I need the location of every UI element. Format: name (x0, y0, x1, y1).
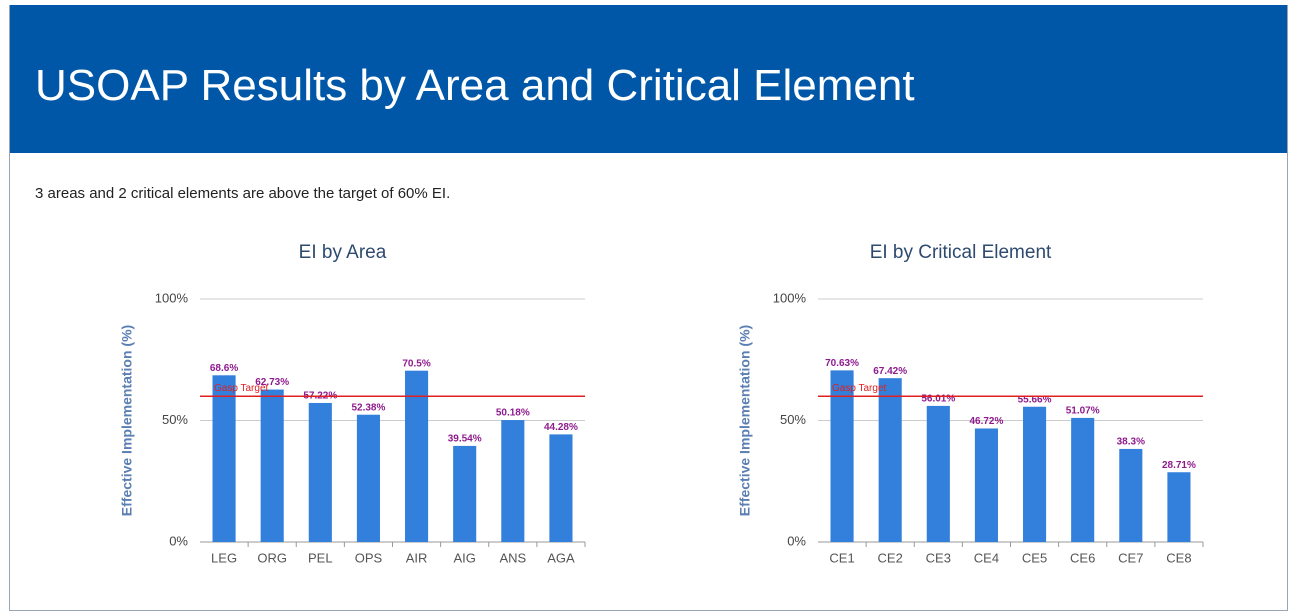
x-tick-label: PEL (308, 550, 333, 565)
value-label: 44.28% (544, 422, 578, 433)
bar (830, 370, 854, 542)
x-tick-label: ORG (257, 550, 287, 565)
page-title: USOAP Results by Area and Critical Eleme… (35, 61, 915, 110)
value-label: 68.6% (210, 363, 238, 374)
value-label: 50.18% (496, 408, 530, 419)
x-tick-label: AIG (453, 550, 475, 565)
y-axis-label: Effective Implementation (%) (737, 325, 753, 516)
bar (260, 389, 284, 542)
value-label: 55.66% (1018, 394, 1052, 405)
y-tick-label: 0% (169, 533, 188, 548)
bar (1167, 472, 1191, 542)
y-tick-label: 50% (780, 412, 806, 427)
bar (356, 414, 380, 542)
x-tick-label: LEG (211, 550, 237, 565)
bar (1119, 448, 1143, 542)
charts: EI by Area Effective Implementation (%) 0%… (119, 242, 1204, 565)
value-label: 39.54% (448, 434, 482, 445)
x-tick-label: CE3 (926, 550, 951, 565)
bar (926, 405, 950, 542)
value-label: 51.07% (1066, 406, 1100, 417)
x-tick-label: OPS (355, 550, 383, 565)
chart-title: EI by Area (299, 242, 387, 263)
bar (405, 370, 429, 542)
y-tick-label: 50% (162, 412, 188, 427)
x-tick-label: AIR (406, 550, 428, 565)
value-label: 38.3% (1117, 437, 1145, 448)
y-axis-label: Effective Implementation (%) (119, 325, 135, 516)
y-tick-label: 0% (787, 533, 806, 548)
x-tick-label: CE4 (974, 550, 999, 565)
bar (501, 420, 525, 542)
summary: 3 areas and 2 critical elements are abov… (35, 185, 451, 202)
value-label: 46.72% (969, 416, 1003, 427)
y-tick-label: 100% (773, 290, 807, 305)
bar (974, 428, 998, 542)
bar (549, 434, 573, 542)
value-label: 62.73% (255, 377, 289, 388)
value-label: 70.63% (825, 358, 859, 369)
bar (212, 375, 236, 542)
chart-title: EI by Critical Element (870, 242, 1052, 263)
x-tick-label: CE1 (829, 550, 854, 565)
target-label: Gasp Target (832, 383, 887, 394)
x-tick-label: CE8 (1166, 550, 1191, 565)
bar (878, 378, 902, 542)
value-label: 28.71% (1162, 460, 1196, 471)
card: USOAP Results by Area and Critical Eleme… (9, 5, 1288, 611)
target-label: Gasp Target (214, 383, 269, 394)
x-tick-label: CE7 (1118, 550, 1143, 565)
bar (308, 402, 332, 542)
x-tick-label: ANS (499, 550, 526, 565)
bar (1023, 406, 1047, 542)
bar (1071, 417, 1095, 542)
y-tick-label: 100% (155, 290, 189, 305)
x-tick-label: CE2 (878, 550, 903, 565)
bar (453, 445, 477, 542)
x-tick-label: CE6 (1070, 550, 1095, 565)
x-tick-label: CE5 (1022, 550, 1047, 565)
x-tick-label: AGA (547, 550, 575, 565)
value-label: 70.5% (402, 358, 430, 369)
value-label: 56.01% (921, 394, 955, 405)
value-label: 52.38% (351, 402, 385, 413)
value-label: 67.42% (873, 366, 907, 377)
header: USOAP Results by Area and Critical Eleme… (10, 5, 1287, 153)
